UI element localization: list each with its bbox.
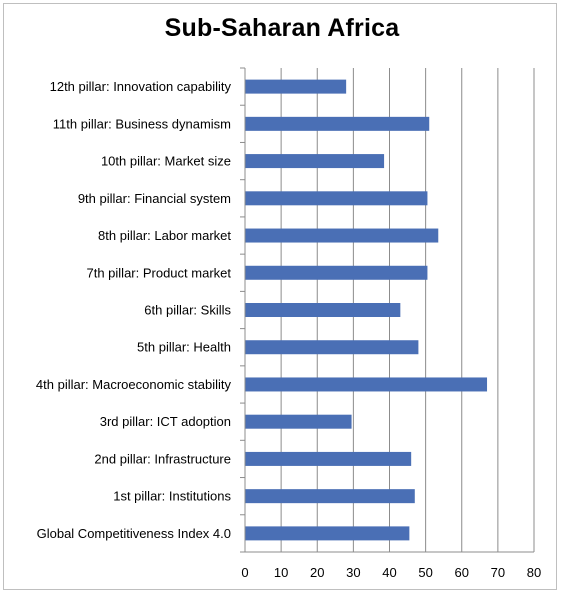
category-label: 4th pillar: Macroeconomic stability: [36, 377, 232, 392]
bar: [245, 489, 415, 504]
category-label: 12th pillar: Innovation capability: [50, 79, 232, 94]
category-label: 6th pillar: Skills: [144, 303, 231, 318]
chart-title: Sub-Saharan Africa: [164, 14, 400, 42]
bar: [245, 116, 430, 131]
bar: [245, 451, 412, 466]
bar: [245, 79, 347, 94]
category-labels: 12th pillar: Innovation capability 11th p…: [36, 79, 232, 541]
bar: [245, 526, 410, 541]
category-label: 3rd pillar: ICT adoption: [100, 414, 231, 429]
x-tick-label: 60: [455, 565, 469, 580]
category-label: 2nd pillar: Infrastructure: [94, 451, 231, 466]
x-tick-label: 40: [382, 565, 396, 580]
category-label: 11th pillar: Business dynamism: [53, 116, 231, 131]
bar: [245, 265, 428, 280]
bars: [245, 79, 488, 541]
bar: [245, 228, 439, 243]
bar: [245, 191, 428, 206]
bar: [245, 303, 401, 317]
category-label: 5th pillar: Health: [137, 340, 231, 355]
bar: [245, 377, 488, 392]
bar: [245, 340, 419, 355]
x-tick-label: 30: [346, 565, 360, 580]
x-tick-label: 50: [418, 565, 432, 580]
x-tick-label: 80: [527, 565, 541, 580]
category-label: 1st pillar: Institutions: [113, 489, 231, 504]
x-tick-labels: 0 10 20 30 40 50 60 70 80: [241, 565, 541, 580]
bar: [245, 154, 385, 169]
category-label: 8th pillar: Labor market: [98, 228, 231, 243]
category-label: 9th pillar: Financial system: [78, 191, 231, 206]
bar: [245, 414, 352, 429]
x-tick-label: 10: [274, 565, 288, 580]
category-label: 7th pillar: Product market: [86, 265, 231, 280]
axes: [240, 67, 534, 553]
x-tick-label: 0: [241, 565, 248, 580]
x-tick-label: 20: [310, 565, 324, 580]
category-label: Global Competitiveness Index 4.0: [37, 526, 231, 541]
x-tick-label: 70: [491, 565, 505, 580]
category-label: 10th pillar: Market size: [101, 154, 231, 169]
